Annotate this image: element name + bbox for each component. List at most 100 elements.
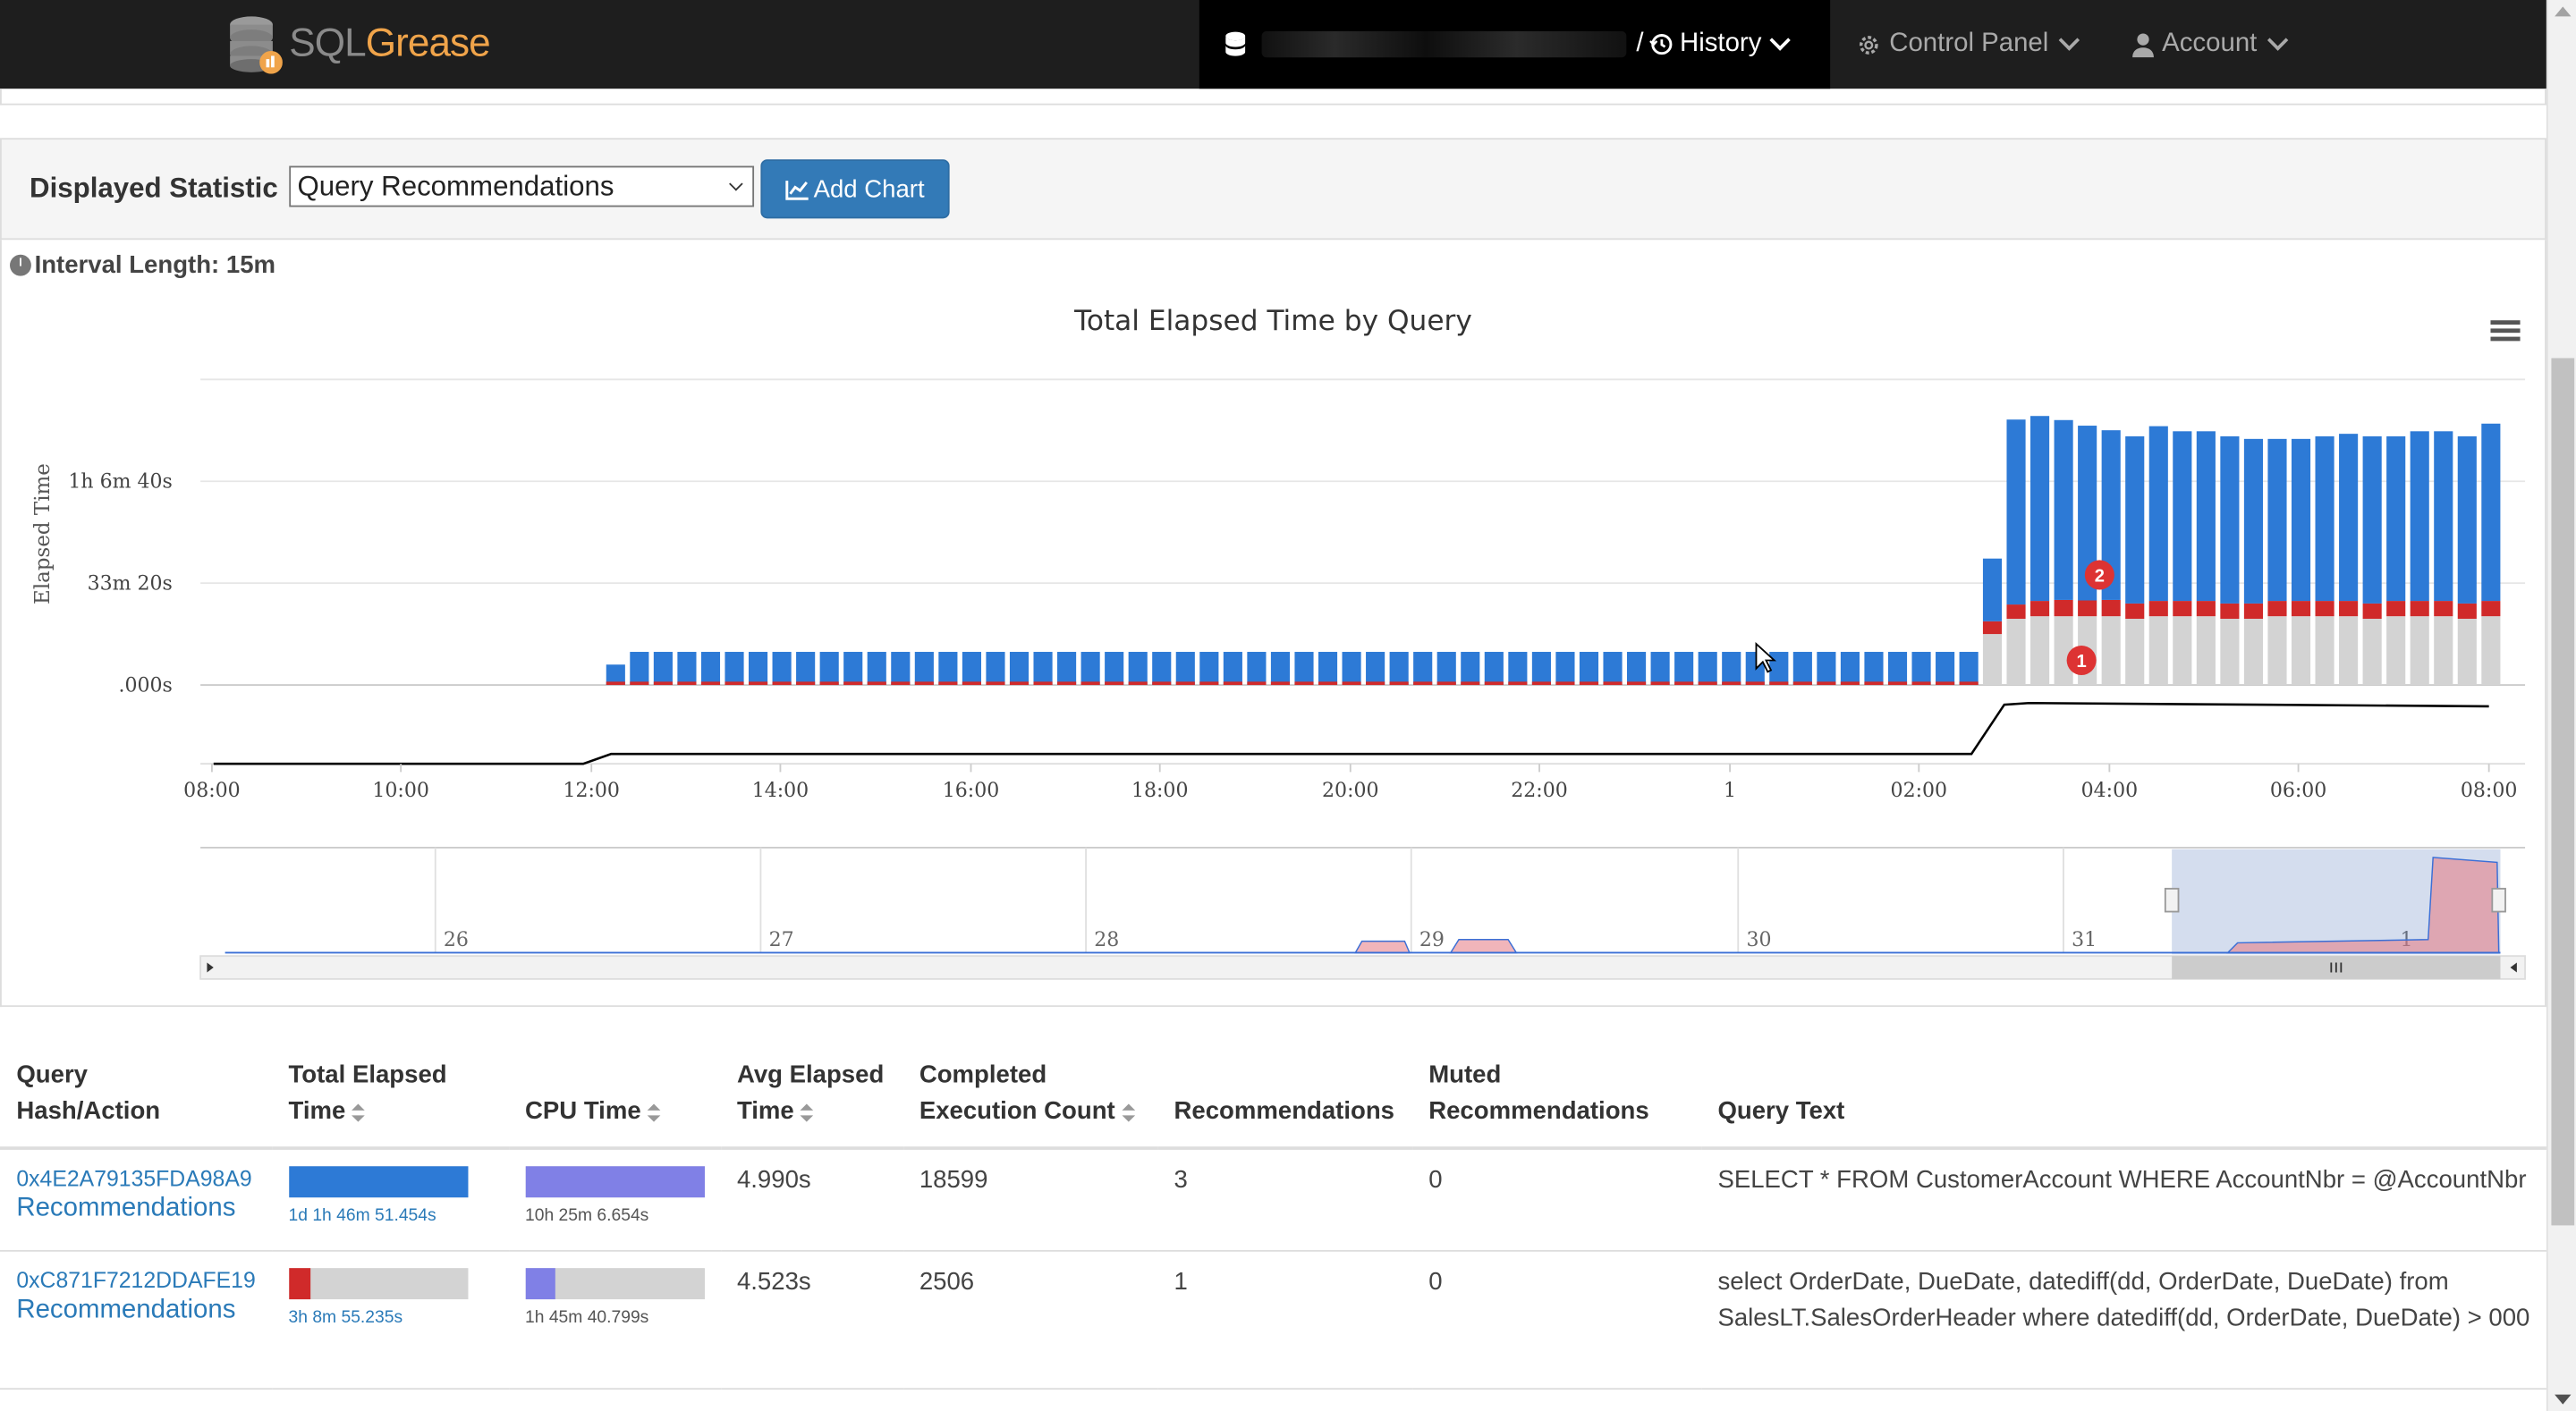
bar-query-2: [1603, 681, 1623, 686]
bar-other: [1105, 652, 1124, 686]
bar-other: [1436, 652, 1456, 686]
bar-other: [1389, 652, 1409, 686]
account-menu[interactable]: Account: [2132, 0, 2288, 89]
bar-query-2: [2125, 603, 2145, 620]
bar-other: [1982, 558, 2003, 621]
bar-other: [986, 652, 1005, 686]
total-elapsed-label[interactable]: 3h 8m 55.235s: [288, 1306, 403, 1327]
bar-other: [2173, 431, 2192, 602]
database-history-menu[interactable]: / History: [1199, 0, 1831, 89]
col-avg-elapsed[interactable]: Avg Elapsed Time: [720, 1044, 903, 1150]
scroll-up-icon[interactable]: [2555, 6, 2572, 17]
x-tick-label: 1: [1724, 780, 1736, 802]
cpu-time-label: 1h 45m 40.799s: [525, 1306, 649, 1327]
add-chart-button[interactable]: Add Chart: [760, 159, 950, 219]
recommendations-link[interactable]: Recommendations: [16, 1194, 236, 1222]
bar-query-1: [2457, 619, 2477, 686]
bar-other: [962, 652, 981, 686]
bar-other: [1033, 652, 1053, 686]
bar-query-2: [914, 681, 934, 686]
col-execution-count[interactable]: Completed Execution Count: [902, 1044, 1158, 1150]
bar-query-1: [2315, 616, 2334, 686]
bar-query-2: [1366, 681, 1385, 686]
query-hash-link[interactable]: 0xC871F7212DDAFE19: [16, 1267, 256, 1292]
bar-other: [2078, 426, 2097, 601]
bar-query-1: [2386, 616, 2406, 686]
bar-query-2: [2030, 601, 2050, 617]
chevron-down-icon: [1769, 30, 1792, 51]
bar-other: [2362, 436, 2382, 604]
navigator-handle[interactable]: [2491, 887, 2506, 913]
sort-icon[interactable]: [801, 1103, 814, 1121]
database-logo-icon: [230, 16, 283, 74]
chart-title: Total Elapsed Time by Query: [1073, 305, 1472, 337]
bar-query-1: [2481, 616, 2501, 686]
history-link[interactable]: / History: [1636, 30, 1792, 59]
statistic-select[interactable]: Query Recommendations: [289, 165, 755, 207]
database-icon: [1225, 31, 1246, 56]
col-recommendations-l2: Recommendations: [1174, 1097, 1395, 1126]
bar-other: [1508, 652, 1528, 686]
chevron-down-icon: [2058, 30, 2080, 51]
bar-query-2: [1745, 681, 1765, 686]
cell-execution-count: 2506: [902, 1249, 1158, 1390]
bar-query-1: [2054, 616, 2073, 686]
bar-query-2: [1887, 681, 1908, 686]
chart-navigator[interactable]: 2627282930311: [199, 846, 2526, 980]
total-elapsed-label[interactable]: 1d 1h 46m 51.454s: [288, 1205, 436, 1226]
col-total-elapsed[interactable]: Total Elapsed Time: [272, 1044, 509, 1150]
bar-query-2: [986, 681, 1005, 686]
bar-query-2: [1508, 681, 1528, 686]
recommendations-link[interactable]: Recommendations: [16, 1295, 236, 1323]
scrollbar-thumb[interactable]: [2551, 358, 2575, 1226]
bar-other: [867, 652, 886, 686]
col-query-hash: Query Hash/Action: [0, 1044, 273, 1150]
col-cpu-time[interactable]: CPU Time: [508, 1044, 721, 1150]
navigator-handle[interactable]: [2164, 887, 2180, 913]
query-hash-link[interactable]: 0x4E2A79135FDA98A9: [16, 1166, 252, 1191]
bar-other: [748, 652, 768, 686]
bar-other: [1603, 652, 1623, 686]
bar-query-2: [1959, 681, 1979, 686]
bar-query-2: [2078, 600, 2097, 617]
cell-muted: 0: [1411, 1249, 1702, 1390]
sqlgrease-logo[interactable]: SQLGrease: [226, 13, 491, 76]
bar-other: [938, 652, 958, 686]
chart-menu-icon[interactable]: [2490, 320, 2521, 342]
sort-icon[interactable]: [352, 1103, 366, 1121]
bar-query-2: [630, 681, 649, 686]
col-recommendations: Recommendations: [1157, 1044, 1412, 1150]
sort-icon[interactable]: [647, 1103, 661, 1121]
brand-sql: SQL: [289, 21, 366, 66]
y-tick-label: 1h 6m 40s: [68, 471, 172, 494]
sort-icon[interactable]: [1122, 1103, 1135, 1121]
top-navbar: SQLGrease / History Control Panel Accoun…: [0, 0, 2546, 89]
bar-query-2: [2101, 599, 2121, 617]
control-panel-menu[interactable]: Control Panel: [1857, 0, 2080, 89]
navigator-label: 26: [444, 929, 469, 951]
bar-query-2: [2243, 603, 2264, 620]
bar-other: [630, 652, 649, 686]
bar-other: [653, 652, 673, 686]
scroll-down-icon[interactable]: [2555, 1394, 2572, 1405]
marker-1: 1: [2066, 645, 2097, 676]
bar-query-2: [843, 681, 863, 686]
page-scrollbar[interactable]: [2546, 0, 2576, 1411]
marker-circle: [2066, 645, 2097, 676]
line-chart-icon: [785, 180, 809, 199]
bar-other: [606, 664, 625, 686]
bar-other: [2101, 430, 2121, 600]
total-elapsed-bar: [288, 1267, 468, 1299]
bar-query-2: [1555, 681, 1575, 686]
cell-query-text: SELECT * FROM CustomerAccount WHERE Acco…: [1701, 1148, 2546, 1251]
elapsed-time-chart[interactable]: Total Elapsed Time by Query Elapsed Time.…: [0, 240, 2546, 1007]
col-query-text: Query Text: [1701, 1044, 2546, 1150]
bar-query-2: [1982, 621, 2003, 635]
bar-query-2: [1199, 681, 1219, 686]
cell-muted: 0: [1411, 1148, 1702, 1251]
bar-other: [1057, 652, 1077, 686]
bar-query-2: [891, 681, 911, 686]
bar-query-1: [2196, 616, 2216, 686]
x-tick-label: 18:00: [1131, 780, 1188, 802]
bar-query-2: [1389, 681, 1409, 686]
